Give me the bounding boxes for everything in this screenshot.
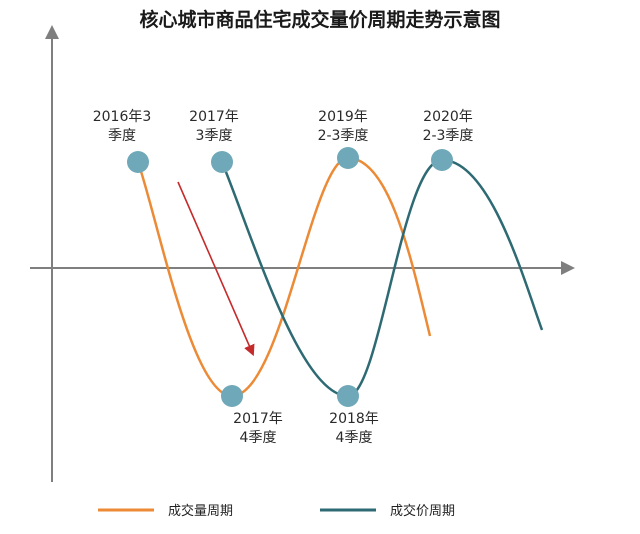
label-vol-trough-2017-line2: 4季度 — [240, 430, 277, 446]
label-vol-peak-2019-line2: 2-3季度 — [318, 128, 369, 144]
marker-vol-peak-2019 — [337, 147, 359, 169]
label-price-trough-2018-line1: 2018年 — [329, 411, 379, 427]
label-vol-peak-2019-line1: 2019年 — [318, 109, 368, 125]
label-price-trough-2018-line2: 4季度 — [336, 430, 373, 446]
label-vol-peak-2016-line2: 季度 — [108, 128, 136, 144]
label-price-peak-2020-line2: 2-3季度 — [423, 128, 474, 144]
legend-label-price: 成交价周期 — [390, 503, 455, 519]
label-price-peak-2017-line2: 3季度 — [196, 128, 233, 144]
label-price-peak-2017-line1: 2017年 — [189, 109, 239, 125]
marker-price-trough-2018 — [337, 385, 359, 407]
label-price-peak-2020-line1: 2020年 — [423, 109, 473, 125]
marker-price-peak-2020 — [431, 149, 453, 171]
legend-label-volume: 成交量周期 — [168, 503, 233, 519]
marker-vol-trough-2017 — [221, 385, 243, 407]
label-vol-peak-2016-line1: 2016年3 — [93, 109, 152, 125]
legend: 成交量周期 成交价周期 — [98, 503, 455, 519]
label-vol-trough-2017-line1: 2017年 — [233, 411, 283, 427]
price-cycle-curve — [220, 158, 544, 398]
marker-price-peak-2017 — [211, 151, 233, 173]
diagram-title: 核心城市商品住宅成交量价周期走势示意图 — [139, 8, 500, 31]
downtrend-arrow — [177, 181, 255, 357]
marker-vol-peak-2016 — [127, 151, 149, 173]
volume-cycle-curve — [136, 156, 432, 398]
